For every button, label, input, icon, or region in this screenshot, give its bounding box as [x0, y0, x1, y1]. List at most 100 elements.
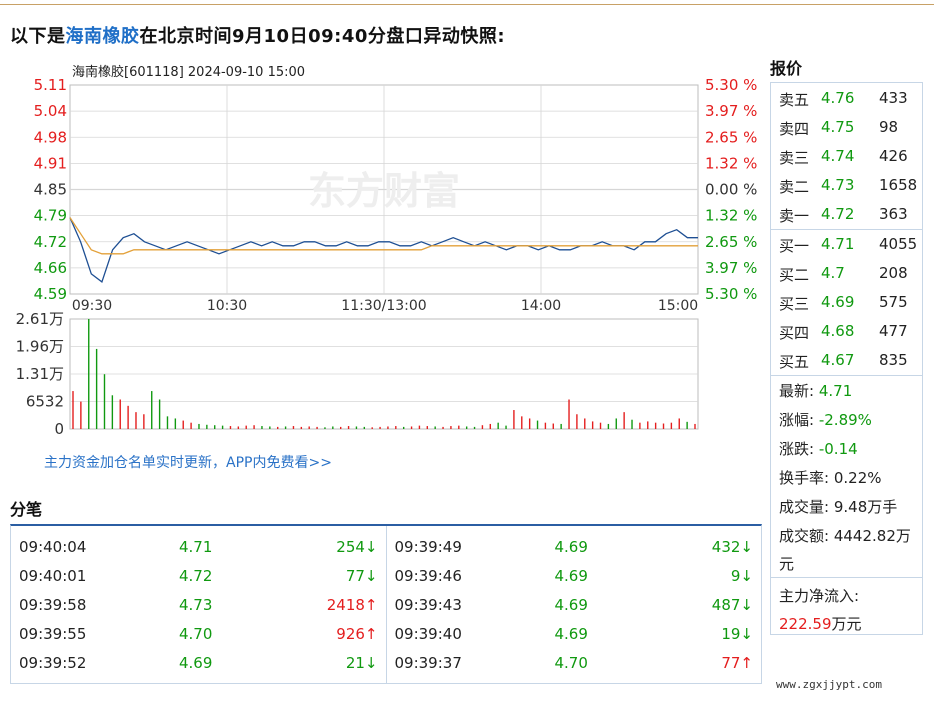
fenbi-row: 09:39:40 4.69 19↓ — [387, 619, 762, 648]
book-label: 买四 — [779, 324, 810, 342]
book-price: 4.69 — [821, 293, 855, 311]
fenbi-volume: 926↑ — [336, 625, 378, 643]
fenbi-row: 09:39:46 4.69 9↓ — [387, 561, 762, 590]
buy-level-row: 买三 4.69 575 — [771, 287, 922, 316]
turnover-row: 换手率: 0.22% — [779, 467, 882, 488]
fenbi-time: 09:39:37 — [394, 654, 462, 672]
pct-tick-label: 1.32 % — [705, 154, 757, 172]
book-price: 4.72 — [821, 205, 855, 223]
book-volume: 477 — [879, 322, 908, 340]
fenbi-row: 09:39:58 4.73 2418↑ — [11, 590, 386, 619]
book-label: 卖二 — [779, 178, 810, 196]
book-price: 4.75 — [821, 118, 855, 136]
promo-link[interactable]: 主力资金加仓名单实时更新，APP内免费看>> — [44, 455, 332, 471]
book-volume: 575 — [879, 293, 908, 311]
pct-tick-label: 0.00 % — [705, 181, 757, 199]
fenbi-time: 09:39:43 — [394, 596, 462, 614]
fenbi-time: 09:39:55 — [19, 625, 87, 643]
book-price: 4.67 — [821, 351, 855, 369]
book-label: 卖四 — [779, 120, 810, 138]
book-volume: 4055 — [879, 235, 918, 253]
book-volume: 1658 — [879, 176, 918, 194]
book-volume: 433 — [879, 89, 908, 107]
netflow-row: 222.59万元 — [779, 613, 862, 634]
turnover-label: 换手率: — [779, 469, 830, 487]
pct-tick-label: 3.97 % — [705, 102, 757, 120]
fenbi-left-column: 09:40:04 4.71 254↓ 09:40:01 4.72 77↓ 09:39:58 4… — [11, 526, 386, 683]
fenbi-row: 09:39:52 4.69 21↓ — [11, 648, 386, 677]
price-tick-label: 4.66 — [34, 259, 67, 277]
netflow-value: 222.59 — [779, 615, 832, 633]
book-stats-divider — [771, 375, 922, 376]
fenbi-time: 09:40:01 — [19, 567, 87, 585]
vol-tick-label: 0 — [54, 420, 64, 438]
buy-level-row: 买五 4.67 835 — [771, 345, 922, 374]
fenbi-row: 09:39:49 4.69 432↓ — [387, 532, 762, 561]
fenbi-price: 4.69 — [554, 596, 588, 614]
fenbi-table: 09:40:04 4.71 254↓ 09:40:01 4.72 77↓ 09:39:58 4… — [10, 524, 762, 684]
buy-level-row: 买一 4.71 4055 — [771, 229, 922, 258]
stock-name-link[interactable]: 海南橡胶 — [65, 26, 140, 47]
fenbi-title: 分笔 — [10, 500, 43, 519]
fenbi-price: 4.69 — [554, 625, 588, 643]
latest-row: 最新: 4.71 — [779, 380, 852, 401]
pct-tick-label: 2.65 % — [705, 128, 757, 146]
vol-tick-label: 1.96万 — [16, 338, 64, 356]
sell-level-row: 卖四 4.75 98 — [771, 112, 922, 141]
fenbi-volume: 77↑ — [721, 654, 753, 672]
vol-tick-label: 2.61万 — [16, 310, 64, 328]
book-volume: 98 — [879, 118, 899, 136]
fenbi-price: 4.71 — [179, 538, 213, 556]
amount-value: 4442.82万 — [833, 527, 911, 545]
price-tick-label: 5.04 — [34, 102, 67, 120]
sell-buy-divider — [771, 229, 922, 230]
fenbi-price: 4.69 — [554, 538, 588, 556]
book-label: 卖五 — [779, 91, 810, 109]
fenbi-time: 09:39:46 — [394, 567, 462, 585]
pct-tick-label: 5.30 % — [705, 285, 757, 303]
book-volume: 363 — [879, 205, 908, 223]
fenbi-volume: 77↓ — [345, 567, 378, 585]
fenbi-row: 09:39:55 4.70 926↑ — [11, 619, 386, 648]
time-tick-label: 10:30 — [207, 298, 247, 314]
time-tick-label: 09:30 — [72, 298, 112, 314]
sell-level-row: 卖一 4.72 363 — [771, 199, 922, 228]
fenbi-right-column: 09:39:49 4.69 432↓ 09:39:46 4.69 9↓ 09:39:43 4.… — [385, 526, 762, 683]
amount-row: 成交额: 4442.82万 — [779, 525, 911, 546]
price-tick-label: 4.85 — [34, 181, 67, 199]
book-volume: 835 — [879, 351, 908, 369]
netflow-label: 主力净流入: — [779, 587, 860, 605]
price-tick-label: 4.91 — [34, 154, 67, 172]
fenbi-volume: 9↓ — [730, 567, 753, 585]
fenbi-volume: 21↓ — [345, 654, 378, 672]
time-tick-label: 15:00 — [658, 298, 698, 314]
fenbi-price: 4.69 — [554, 567, 588, 585]
turnover-value: 0.22% — [833, 469, 882, 487]
sell-level-row: 卖五 4.76 433 — [771, 83, 922, 112]
book-price: 4.76 — [821, 89, 855, 107]
netflow-unit: 万元 — [831, 615, 862, 633]
headline-prefix: 以下是 — [10, 26, 66, 47]
fenbi-row: 09:40:01 4.72 77↓ — [11, 561, 386, 590]
fenbi-price: 4.73 — [179, 596, 213, 614]
series-price-line — [69, 217, 698, 283]
fenbi-time: 09:39:58 — [19, 596, 87, 614]
vol-tick-label: 6532 — [26, 393, 64, 411]
fenbi-price: 4.70 — [554, 654, 588, 672]
site-watermark: www.zgxjjypt.com — [776, 678, 882, 691]
amount-label: 成交额: — [779, 527, 830, 545]
book-label: 卖三 — [779, 149, 810, 167]
chart-watermark: 东方财富 — [308, 169, 460, 213]
chart-header: 海南橡胶[601118] 2024-09-10 15:00 — [72, 64, 305, 80]
book-price: 4.68 — [821, 322, 855, 340]
time-tick-label: 14:00 — [521, 298, 561, 314]
fenbi-time: 09:39:49 — [394, 538, 462, 556]
change-pct-label: 涨幅: — [779, 411, 815, 429]
latest-value: 4.71 — [818, 382, 853, 400]
fenbi-price: 4.70 — [179, 625, 213, 643]
buy-level-row: 买四 4.68 477 — [771, 316, 922, 345]
volume-value: 9.48万手 — [833, 498, 898, 516]
sell-level-row: 卖二 4.73 1658 — [771, 170, 922, 199]
change-pct-value: -2.89% — [818, 411, 872, 429]
book-price: 4.7 — [821, 264, 845, 282]
